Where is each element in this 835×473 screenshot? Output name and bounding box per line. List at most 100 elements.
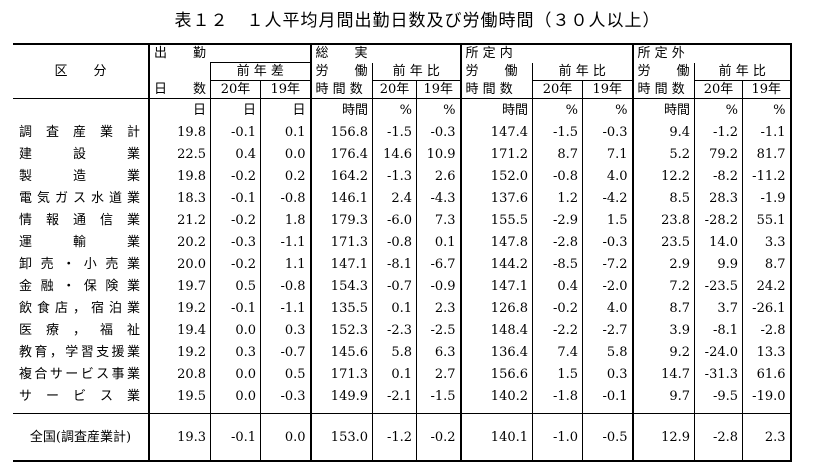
value-cell: 152.3 — [309, 319, 373, 341]
value-cell: 171.3 — [309, 231, 373, 253]
value-cell: 155.5 — [459, 209, 533, 231]
value-cell: 1.1 — [260, 253, 311, 275]
header-total-y19: 19年 — [416, 80, 461, 99]
unit-cell: 日 — [210, 98, 261, 121]
value-cell: -0.1 — [582, 385, 633, 407]
value-cell: 81.7 — [742, 143, 792, 165]
value-cell: 19.4 — [148, 319, 211, 341]
unit-cell: % — [694, 98, 743, 121]
value-cell: 9.4 — [631, 121, 695, 143]
value-cell: -1.9 — [742, 187, 792, 209]
header-total-ratio: 前 年 比 — [372, 62, 461, 81]
value-cell: 156.8 — [309, 121, 373, 143]
value-cell: 14.6 — [372, 143, 417, 165]
value-cell: 8.7 — [742, 253, 792, 275]
table-row: 医療，福祉 19.4 0.0 0.3 152.3 -2.3 -2.5 148.4 -2.2 -2.… — [13, 319, 792, 341]
value-cell: 28.3 — [694, 187, 743, 209]
unit-cell: % — [742, 98, 792, 121]
value-cell: -6.7 — [416, 253, 461, 275]
header-total-h1: 総 実 — [309, 43, 461, 63]
value-cell: 137.6 — [459, 187, 533, 209]
value-cell: 2.7 — [416, 363, 461, 385]
header-overtime-y19: 19年 — [742, 80, 792, 99]
value-cell: 23.8 — [631, 209, 695, 231]
value-cell: -4.2 — [582, 187, 633, 209]
value-cell: -1.5 — [372, 121, 417, 143]
value-cell: 55.1 — [742, 209, 792, 231]
value-cell: 2.3 — [416, 297, 461, 319]
table-row: サービス業 19.5 0.0 -0.3 149.9 -2.1 -1.5 140.2 -1.8 -0… — [13, 385, 792, 407]
value-cell: 8.5 — [631, 187, 695, 209]
value-cell: 2.6 — [416, 165, 461, 187]
spacer-cell — [631, 407, 695, 414]
header-category-bottom — [13, 80, 149, 99]
header-total-y20: 20年 — [372, 80, 417, 99]
value-cell: 164.2 — [309, 165, 373, 187]
value-cell: 2.9 — [631, 253, 695, 275]
row-label: 医療，福祉 — [19, 322, 140, 338]
header-overtime-ratio: 前 年 比 — [694, 62, 792, 81]
value-cell: -1.2 — [694, 121, 743, 143]
value-cell: 0.1 — [260, 121, 311, 143]
value-cell: 0.1 — [372, 297, 417, 319]
value-cell: 9.7 — [631, 385, 695, 407]
value-cell: -7.2 — [582, 253, 633, 275]
total-value-cell: -1.2 — [372, 413, 417, 462]
value-cell: -24.0 — [694, 341, 743, 363]
value-cell: -0.9 — [416, 275, 461, 297]
value-cell: -0.2 — [210, 209, 261, 231]
value-cell: 7.3 — [416, 209, 461, 231]
value-cell: 19.8 — [148, 121, 211, 143]
total-label: 全国(調査産業計) — [13, 413, 149, 462]
value-cell: 135.5 — [309, 297, 373, 319]
total-value-cell: 153.0 — [309, 413, 373, 462]
value-cell: -8.2 — [694, 165, 743, 187]
value-cell: 0.0 — [210, 319, 261, 341]
value-cell: 1.5 — [582, 209, 633, 231]
table-row: 建設業 22.5 0.4 0.0 176.4 14.6 10.9 171.2 8.7 7.1 5.2… — [13, 143, 792, 165]
value-cell: 5.8 — [372, 341, 417, 363]
value-cell: 152.0 — [459, 165, 533, 187]
value-cell: -28.2 — [694, 209, 743, 231]
header-overtime-h1: 所 定 外 — [631, 43, 792, 63]
value-cell: 1.2 — [532, 187, 583, 209]
total-value-cell: -0.5 — [582, 413, 633, 462]
value-cell: 1.5 — [532, 363, 583, 385]
header-scheduled-y19: 19年 — [582, 80, 633, 99]
value-cell: -1.1 — [742, 121, 792, 143]
value-cell: 0.1 — [416, 231, 461, 253]
table-row: 情報通信業 21.2 -0.2 1.8 179.3 -6.0 7.3 155.5 -2.9 1.5… — [13, 209, 792, 231]
value-cell: -0.8 — [260, 275, 311, 297]
row-label: 飲食店，宿泊業 — [19, 300, 140, 316]
header-overtime-h2b: 時 間 数 — [631, 80, 695, 99]
value-cell: 8.7 — [532, 143, 583, 165]
value-cell: -2.3 — [372, 319, 417, 341]
value-cell: 0.1 — [372, 363, 417, 385]
row-label: 卸売・小売業 — [19, 256, 140, 272]
value-cell: -2.0 — [582, 275, 633, 297]
value-cell: 171.2 — [459, 143, 533, 165]
table-row: 教育，学習支援業 19.2 0.3 -0.7 145.6 5.8 6.3 136.4 7.4 5.… — [13, 341, 792, 363]
value-cell: 0.2 — [260, 165, 311, 187]
value-cell: 18.3 — [148, 187, 211, 209]
value-cell: 0.3 — [210, 341, 261, 363]
value-cell: -0.3 — [210, 231, 261, 253]
value-cell: 156.6 — [459, 363, 533, 385]
total-value-cell: -0.1 — [210, 413, 261, 462]
value-cell: 6.3 — [416, 341, 461, 363]
value-cell: -26.1 — [742, 297, 792, 319]
value-cell: -0.8 — [532, 165, 583, 187]
value-cell: 14.0 — [694, 231, 743, 253]
unit-cell: % — [416, 98, 461, 121]
value-cell: 0.0 — [210, 363, 261, 385]
unit-cell: 日 — [148, 98, 211, 121]
value-cell: 147.1 — [459, 275, 533, 297]
header-overtime-h2a: 労 働 — [631, 62, 695, 81]
value-cell: -2.8 — [532, 231, 583, 253]
spacer-cell — [459, 407, 533, 414]
value-cell: -2.2 — [532, 319, 583, 341]
value-cell: -2.8 — [742, 319, 792, 341]
value-cell: 140.2 — [459, 385, 533, 407]
value-cell: 61.6 — [742, 363, 792, 385]
value-cell: 136.4 — [459, 341, 533, 363]
